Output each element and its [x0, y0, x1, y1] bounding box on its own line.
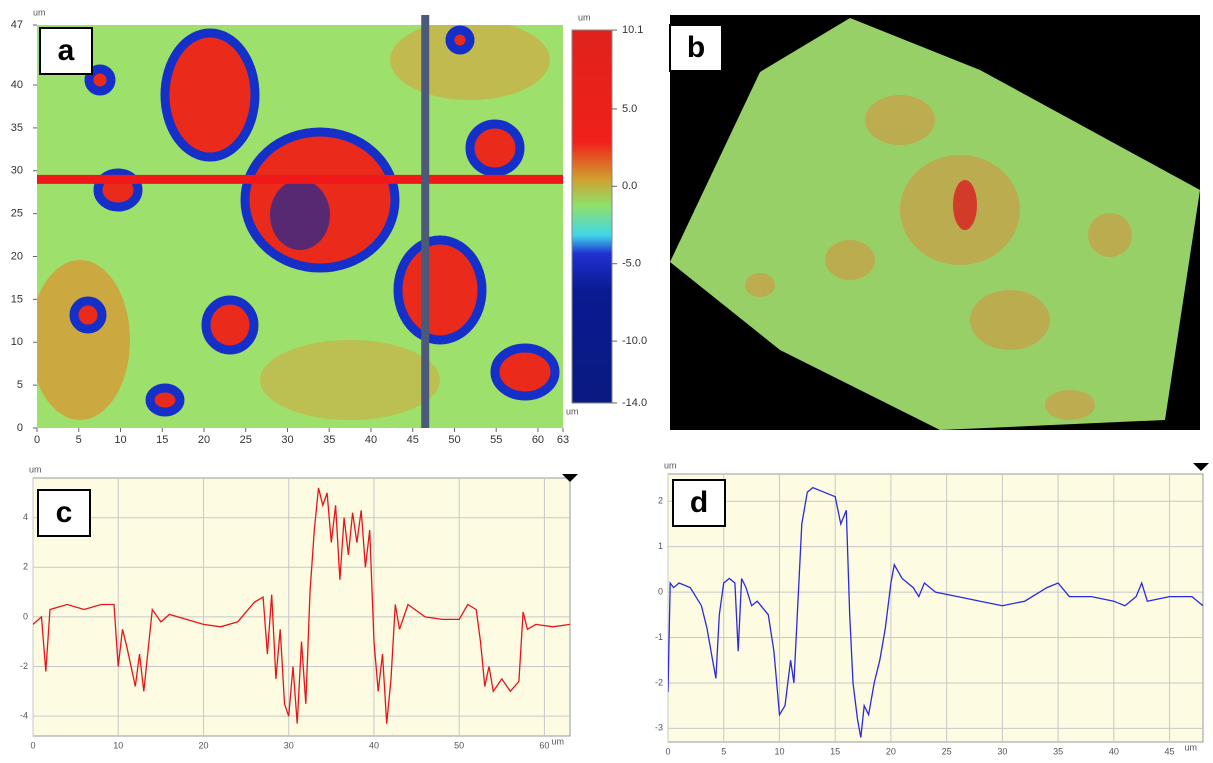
marker [562, 474, 578, 482]
x-tick-label: 45 [1165, 746, 1175, 756]
x-tick-label: 45 [407, 434, 419, 446]
x-tick-label: 50 [448, 434, 460, 446]
y-tick-label: 0 [23, 611, 28, 621]
y-tick-label: 15 [11, 293, 23, 305]
x-tick-label: 35 [1053, 746, 1063, 756]
colorbar-tick-label: 10.1 [622, 24, 643, 36]
surface-peak [953, 180, 977, 230]
x-tick-label: 35 [323, 434, 335, 446]
panel-label-box [39, 27, 93, 75]
profile-curve [33, 487, 570, 724]
marker [1193, 463, 1209, 471]
x-unit: um [1184, 742, 1197, 752]
x-tick-label: 40 [369, 740, 379, 750]
y-unit: um [664, 460, 677, 470]
x-tick-label: 30 [281, 434, 293, 446]
y-tick-label: 47 [11, 19, 23, 31]
panel-label: d [690, 486, 708, 519]
panel-label: b [687, 31, 705, 64]
y-tick-label: 30 [11, 165, 23, 177]
y-tick-label: -2 [20, 661, 28, 671]
y-tick-label: 0 [658, 586, 663, 596]
y-tick-label: 40 [11, 79, 23, 91]
x-tick-label: 60 [532, 434, 544, 446]
x-tick-label: 55 [490, 434, 502, 446]
colorbar-tick-label: 0.0 [622, 180, 637, 192]
x-tick-label: 30 [997, 746, 1007, 756]
x-tick-label: 10 [113, 740, 123, 750]
colorbar-tick-label: -14.0 [622, 397, 647, 409]
x-tick-label: 50 [454, 740, 464, 750]
x-tick-label: 40 [365, 434, 377, 446]
y-tick-label: 35 [11, 122, 23, 134]
plot-area [32, 477, 571, 737]
y-tick-label: 20 [11, 250, 23, 262]
x-tick-label: 15 [156, 434, 168, 446]
x-tick-label: 60 [539, 740, 549, 750]
panel-label-box [672, 479, 726, 527]
x-tick-label: 15 [830, 746, 840, 756]
x-tick-label: 25 [942, 746, 952, 756]
surface-features [745, 95, 1132, 420]
x-tick-label: 0 [34, 434, 40, 446]
y-tick-label: 10 [11, 336, 23, 348]
y-tick-label: -4 [20, 711, 28, 721]
x-tick-label: 10 [114, 434, 126, 446]
x-tick-label: 63 [557, 434, 569, 446]
colorbar-unit: um [566, 406, 579, 416]
panel-label: c [56, 496, 73, 529]
colorbar-unit: um [578, 12, 591, 22]
panel-label: a [58, 34, 75, 67]
panel-label-box [37, 489, 91, 537]
y-tick-label: -2 [655, 677, 663, 687]
colorbar [571, 29, 613, 404]
y-tick-label: 25 [11, 208, 23, 220]
height-map [37, 25, 563, 428]
x-tick-label: 0 [30, 740, 35, 750]
y-tick-label: -1 [655, 632, 663, 642]
y-tick-label: 2 [23, 562, 28, 572]
y-tick-label: 1 [658, 541, 663, 551]
panel-label-box [669, 24, 723, 72]
unit-label: um [33, 7, 46, 17]
y-unit: um [29, 464, 42, 474]
colorbar-tick-label: 5.0 [622, 103, 637, 115]
x-tick-label: 5 [721, 746, 726, 756]
x-tick-label: 30 [284, 740, 294, 750]
x-tick-label: 5 [76, 434, 82, 446]
x-tick-label: 40 [1109, 746, 1119, 756]
x-tick-label: 20 [886, 746, 896, 756]
x-tick-label: 10 [774, 746, 784, 756]
y-tick-label: -3 [655, 723, 663, 733]
x-tick-label: 20 [198, 434, 210, 446]
x-tick-label: 0 [665, 746, 670, 756]
colorbar-tick-label: -5.0 [622, 258, 641, 270]
profile-curve [668, 486, 1203, 738]
y-tick-label: 5 [17, 379, 23, 391]
y-tick-label: 2 [658, 496, 663, 506]
x-unit: um [551, 736, 564, 746]
colorbar-tick-label: -10.0 [622, 335, 647, 347]
x-tick-label: 25 [240, 434, 252, 446]
plot-area [667, 473, 1204, 743]
x-tick-label: 20 [198, 740, 208, 750]
y-tick-label: 4 [23, 512, 28, 522]
y-tick-label: 0 [17, 422, 23, 434]
